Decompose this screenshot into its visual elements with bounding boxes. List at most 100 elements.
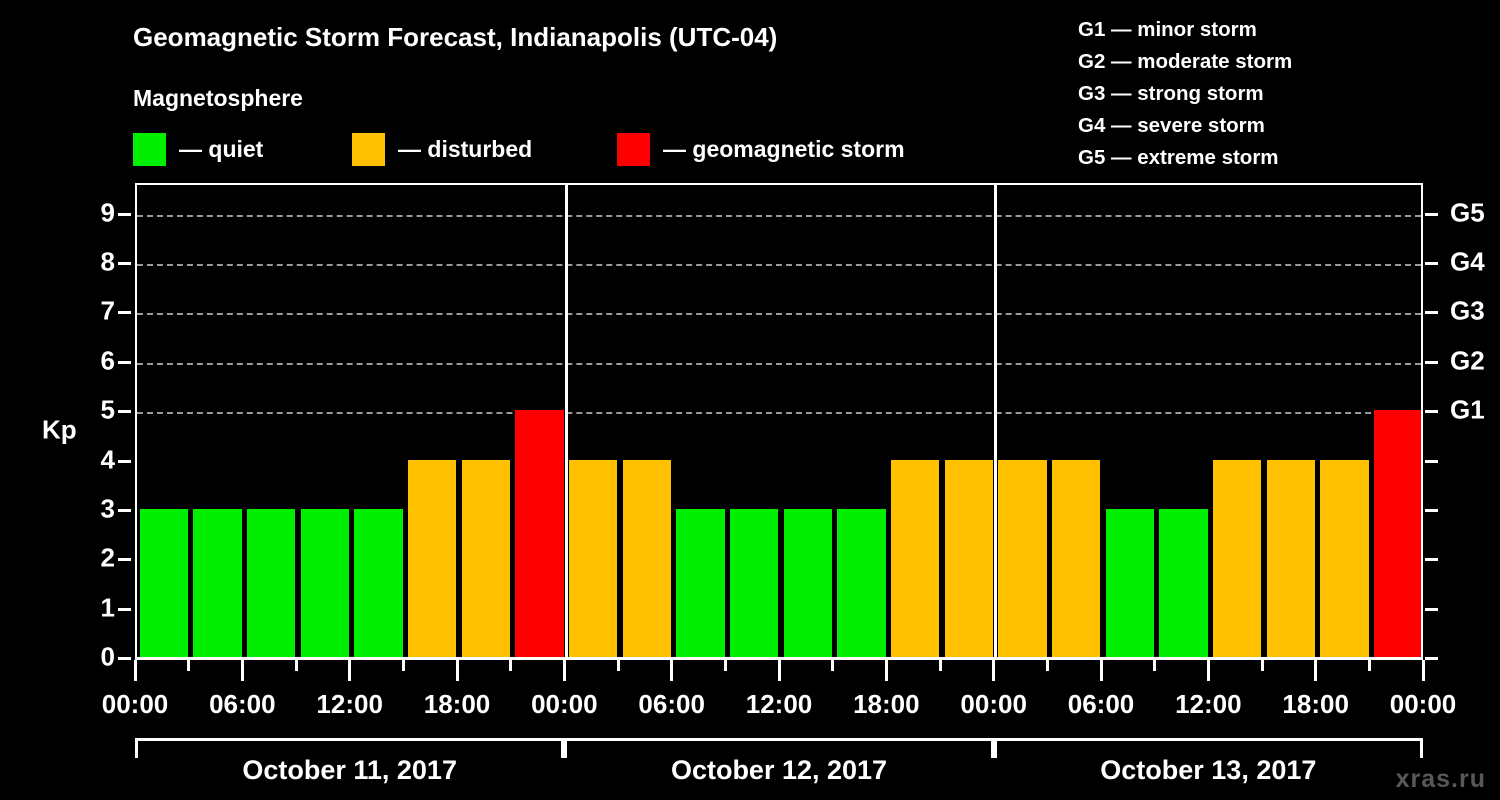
y-tick-label-1: 1 [100,592,115,623]
y-tick-label-3: 3 [100,493,115,524]
bar-23 [1373,410,1421,657]
x-tick-label-60h: 12:00 [1175,689,1242,719]
date-bracket-2 [993,738,1423,758]
bar-12 [783,508,833,657]
g-tick-label-G2: G2 [1450,345,1485,376]
magnetosphere-label: Magnetosphere [133,85,303,111]
date-label-2: October 13, 2017 [1100,755,1317,785]
x-tick-major-12h [348,660,352,681]
g-tick-label-G4: G4 [1450,246,1485,277]
gridline-kp-5 [137,412,1421,415]
bar-22 [1320,459,1369,657]
bar-21 [1266,459,1316,657]
x-tick-minor-15h [401,660,405,671]
y-tick-label-6: 6 [100,345,115,376]
x-tick-major-18h [455,660,459,681]
bar-5 [407,459,457,657]
legend-label: — geomagnetic storm [663,135,905,162]
y-tick-mark-4 [118,459,131,463]
right-tick-mark-kp-8 [1425,262,1438,265]
y-tick-mark-1 [118,607,131,611]
y-tick-label-9: 9 [100,197,115,228]
x-tick-label-48h: 00:00 [960,689,1027,719]
x-tick-minor-45h [938,660,942,671]
x-tick-minor-69h [1367,660,1371,671]
bar-17 [1051,459,1101,657]
g-legend-item-3: G3 — strong storm [1078,82,1264,105]
x-tick-label-0h: 00:00 [101,689,169,719]
plot-area [135,183,1423,657]
x-tick-label-66h: 18:00 [1282,689,1349,719]
y-tick-mark-8 [118,262,131,265]
storm-swatch [617,132,650,166]
gridline-kp-6 [137,362,1421,365]
g-tick-label-G1: G1 [1450,394,1485,425]
x-tick-minor-21h [509,660,513,671]
bar-1 [193,508,242,657]
gridline-kp-9 [137,214,1421,217]
bar-18 [1105,508,1155,657]
g-legend-item-4: G4 — severe storm [1078,114,1265,137]
legend-label: — disturbed [398,135,533,162]
legend-entry-quiet: — quiet [133,131,263,167]
quiet-swatch [133,132,166,166]
x-tick-major-24h [562,660,566,681]
watermark: xras.ru [1395,765,1486,793]
x-tick-minor-57h [1153,660,1157,671]
x-tick-major-66h [1314,660,1318,681]
right-tick-mark-kp-5 [1425,410,1438,414]
date-bracket-top-0 [135,738,565,741]
bar-7 [515,410,564,657]
right-tick-mark-kp-2 [1425,558,1438,562]
y-tick-mark-6 [118,360,131,364]
y-tick-mark-9 [118,212,131,216]
g-tick-label-G3: G3 [1450,295,1485,326]
x-tick-label-12h: 12:00 [316,689,383,719]
y-tick-label-8: 8 [100,246,115,277]
y-tick-label-5: 5 [100,394,115,425]
right-tick-mark-kp-1 [1425,607,1438,611]
bar-13 [837,508,886,657]
legend-entry-geomagnetic-storm: — geomagnetic storm [617,131,905,167]
x-tick-minor-3h [187,660,191,671]
gridline-kp-7 [137,313,1421,316]
right-tick-mark-kp-3 [1425,508,1438,512]
g-scale-legend: G1 — minor storm G2 — moderate storm G3 — … [1078,14,1292,174]
x-tick-major-30h [670,660,674,681]
date-bracket-1 [564,738,994,758]
right-tick-mark-kp-7 [1425,311,1438,315]
bar-10 [676,508,725,657]
x-tick-major-0h [133,660,137,681]
x-tick-major-72h [1421,660,1425,681]
y-tick-label-4: 4 [100,444,115,474]
x-tick-minor-63h [1260,660,1264,671]
date-bracket-0 [135,738,565,758]
x-tick-major-42h [884,660,888,681]
x-tick-minor-51h [1045,660,1049,671]
g-legend-item-5: G5 — extreme storm [1078,146,1279,169]
right-tick-mark-kp-9 [1425,212,1438,216]
x-axis-line [135,657,1423,660]
day-separator-48h [994,185,998,657]
x-tick-minor-33h [723,660,727,671]
g-legend-item-2: G2 — moderate storm [1078,50,1293,73]
legend-label: — quiet [179,135,264,162]
gridline-kp-8 [137,264,1421,266]
day-separator-24h [564,185,568,657]
y-tick-mark-7 [118,311,131,315]
bar-19 [1159,508,1208,657]
x-tick-label-24h: 00:00 [531,689,598,719]
y-tick-label-2: 2 [100,542,115,573]
bar-2 [246,508,296,657]
x-tick-label-72h: 00:00 [1389,689,1457,719]
x-tick-label-42h: 18:00 [853,689,920,719]
bar-8 [568,459,618,657]
y-tick-mark-5 [118,410,131,414]
x-tick-major-48h [992,660,996,681]
bar-11 [729,508,779,657]
legend-entry-disturbed: — disturbed [352,131,532,167]
y-axis-title: Kp [42,414,77,445]
bar-16 [998,459,1047,657]
g-legend-item-1: G1 — minor storm [1078,18,1257,41]
